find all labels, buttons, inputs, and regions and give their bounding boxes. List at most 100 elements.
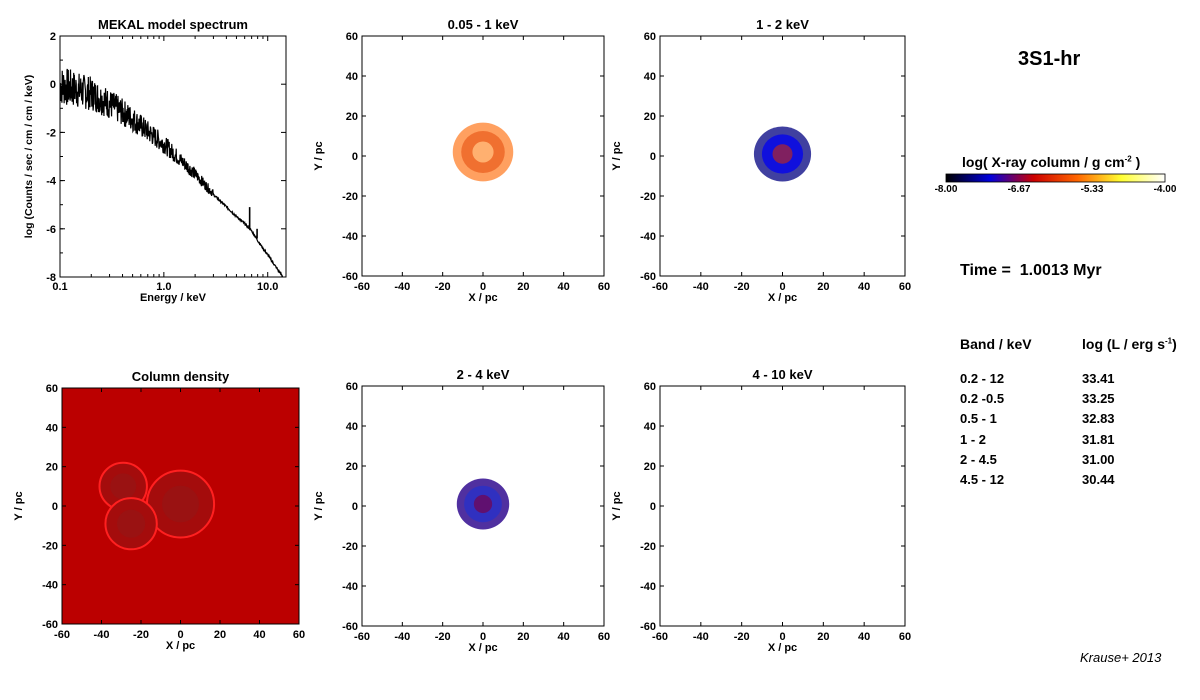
x-tick-label: -60 [652, 631, 668, 643]
y-tick-label: 60 [46, 383, 58, 395]
bubble-interior [162, 485, 199, 523]
x-tick-label: 0 [177, 629, 183, 641]
bubble-interior [117, 509, 146, 538]
y-tick-label: 60 [346, 381, 358, 393]
y-tick-label: -40 [42, 580, 58, 592]
y-tick-label: 2 [50, 31, 56, 43]
time-value: 1.0013 Myr [1019, 262, 1102, 279]
bubble-interior [110, 473, 137, 500]
spectrum-line [60, 68, 284, 277]
band-range: 0.2 - 12 [960, 371, 1005, 386]
luminosity-value: 33.25 [1082, 391, 1115, 407]
panel-title: 2 - 4 keV [457, 367, 510, 382]
panel-image [362, 386, 604, 626]
y-tick-label: 60 [346, 31, 358, 43]
y-tick-label: -40 [342, 581, 358, 593]
panel-6: 4 - 10 keV -60-60 -40 -40 -20 -20 0 0 20 20 40 40 60… [611, 367, 911, 654]
panel-title: 4 - 10 keV [753, 367, 813, 382]
band-header: Band / keV [960, 336, 1032, 352]
y-tick-label: 0 [650, 501, 656, 513]
luminosity-value: 31.00 [1082, 451, 1115, 467]
y-tick-label: 40 [46, 422, 58, 434]
y-axis-label: Y / pc [313, 491, 325, 520]
panel-background [660, 386, 905, 626]
luminosity-value: 32.83 [1082, 411, 1115, 427]
y-tick-label: 20 [46, 462, 58, 474]
x-tick-label: -20 [734, 281, 750, 293]
y-tick-label: -4 [46, 176, 57, 188]
x-tick-label: -60 [354, 281, 370, 293]
y-tick-label: 0 [50, 79, 56, 91]
x-tick-label: 40 [858, 281, 870, 293]
colorbar-title: log( X-ray column / g cm-2 ) [962, 154, 1140, 170]
band-range: 1 - 2 [960, 431, 987, 447]
x-tick-label: -20 [435, 281, 451, 293]
x-tick-label: -40 [394, 631, 410, 643]
y-axis-label: Y / pc [313, 141, 325, 170]
y-tick-label: -20 [640, 191, 656, 203]
x-axis-label: Energy / keV [140, 292, 207, 304]
luminosity-row: 0.5 - 1 32.83 [960, 411, 1180, 431]
x-axis-label: X / pc [468, 292, 497, 304]
x-tick-label: 40 [253, 629, 265, 641]
x-tick-label: 20 [214, 629, 226, 641]
panel-title: Column density [132, 369, 230, 384]
time-label: Time = [960, 262, 1011, 279]
x-axis-label: X / pc [768, 642, 797, 654]
panel-image [362, 36, 604, 276]
y-axis-label: Y / pc [611, 141, 623, 170]
x-tick-label: 0.1 [52, 281, 67, 293]
x-tick-label: -20 [734, 631, 750, 643]
band-range: 0.5 - 1 [960, 411, 997, 427]
y-tick-label: 40 [644, 71, 656, 83]
credit-text: Krause+ 2013 [1080, 650, 1162, 665]
x-tick-label: -40 [693, 631, 709, 643]
y-tick-label: 20 [346, 461, 358, 473]
y-tick-label: -6 [46, 224, 56, 236]
x-tick-label: 1.0 [156, 281, 171, 293]
y-tick-label: -20 [342, 541, 358, 553]
x-tick-label: 40 [558, 281, 570, 293]
x-tick-label: 60 [598, 281, 610, 293]
y-tick-label: 20 [644, 111, 656, 123]
y-tick-label: 0 [52, 501, 58, 513]
panel-title: 0.05 - 1 keV [448, 17, 519, 32]
y-tick-label: 40 [346, 421, 358, 433]
x-tick-label: 40 [858, 631, 870, 643]
panel-title: 1 - 2 keV [756, 17, 809, 32]
y-tick-label: 40 [346, 71, 358, 83]
colorbar-title-main: log( X-ray column / g cm [962, 154, 1125, 170]
y-tick-label: 20 [346, 111, 358, 123]
x-tick-label: 40 [558, 631, 570, 643]
colorbar-tick-label: -5.33 [1081, 184, 1104, 195]
luminosity-row: 0.2 - 12 33.41 [960, 371, 1180, 391]
panel-3: 1 - 2 keV -60-60 -40 -40 -20 -20 0 0 20 20 40 40 60 6… [611, 17, 911, 304]
band-range: 4.5 - 12 [960, 471, 1005, 487]
x-tick-label: 20 [817, 631, 829, 643]
x-axis-label: X / pc [768, 292, 797, 304]
luminosity-header-main: log (L / erg s [1082, 336, 1165, 352]
x-tick-label: 20 [517, 281, 529, 293]
y-tick-label: 0 [650, 151, 656, 163]
y-tick-label: 40 [644, 421, 656, 433]
panel-image [62, 388, 299, 624]
x-tick-label: -60 [354, 631, 370, 643]
colorbar-title-end: ) [1131, 154, 1141, 170]
panel-2: 0.05 - 1 keV -60-60 -40 -40 -20 -20 0 0 20 20 40 40… [313, 17, 610, 304]
y-tick-label: 20 [644, 461, 656, 473]
x-tick-label: -60 [652, 281, 668, 293]
band-range: 0.2 -0.5 [960, 391, 1005, 407]
y-tick-label: -60 [640, 271, 656, 283]
panel-image [660, 36, 905, 276]
y-tick-label: -20 [640, 541, 656, 553]
run-title: 3S1-hr [1018, 48, 1081, 70]
y-axis-label: Y / pc [13, 491, 25, 520]
x-tick-label: 60 [598, 631, 610, 643]
panel-1: MEKAL model spectrum 2 0 -2 -4 -6 -80.1 1.0 10.0… [23, 17, 287, 304]
x-tick-label: 10.0 [257, 281, 278, 293]
luminosity-row: 2 - 4.5 31.00 [960, 452, 1180, 472]
y-tick-label: -40 [640, 581, 656, 593]
y-tick-label: -2 [46, 127, 56, 139]
y-tick-label: -40 [342, 231, 358, 243]
